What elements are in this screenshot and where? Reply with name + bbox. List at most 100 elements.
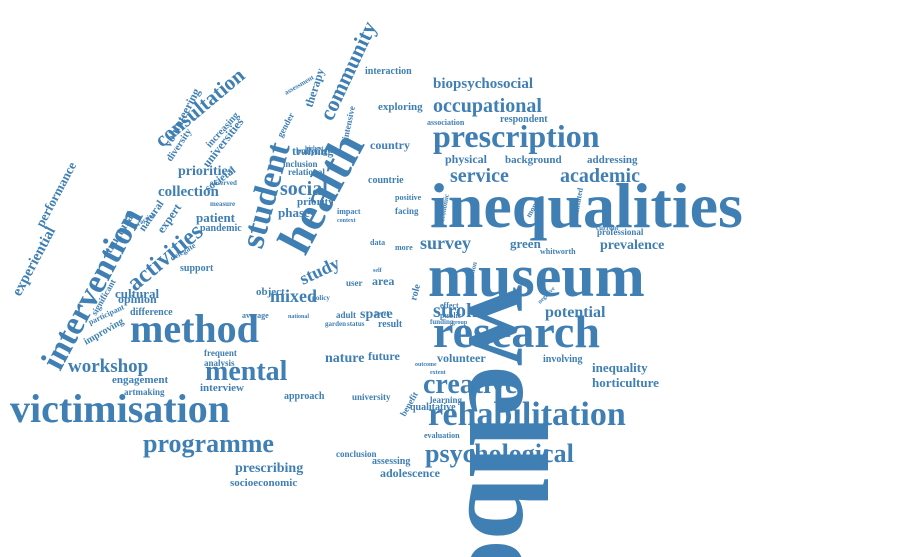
- word-area: area: [372, 274, 394, 288]
- word-current: current: [596, 224, 619, 232]
- word-nature: nature: [325, 351, 364, 366]
- word-highest: highest: [305, 146, 323, 152]
- word-engagement: engagement: [112, 374, 169, 386]
- word-artmaking: artmaking: [124, 387, 165, 397]
- word-evaluation: evaluation: [424, 431, 460, 440]
- word-stroke: stroke: [433, 300, 486, 322]
- word-status: status: [347, 320, 365, 328]
- word-psychological: psychological: [425, 439, 574, 468]
- word-gender: gender: [275, 111, 296, 139]
- word-impact: impact: [337, 207, 361, 216]
- word-prevalence: prevalence: [600, 238, 664, 253]
- word-more: more: [395, 243, 413, 252]
- word-physical: physical: [445, 152, 488, 166]
- word-university: university: [352, 392, 391, 402]
- word-social: social: [280, 178, 328, 200]
- word-inclusion: inclusion: [283, 159, 318, 169]
- word-level: level: [375, 310, 389, 318]
- word-socioeconomic: socioeconomic: [230, 477, 297, 489]
- word-creative: creative: [423, 369, 517, 400]
- word-whitworth: whitworth: [540, 247, 576, 256]
- word-bullying: bullying: [296, 146, 328, 156]
- word-priority: priority: [297, 196, 334, 208]
- word-rehabilitation: rehabilitation: [428, 396, 626, 433]
- word-programme: programme: [143, 429, 274, 458]
- word-data: data: [370, 238, 385, 247]
- word-patient: patient: [196, 210, 236, 225]
- word-opinion: opinion: [118, 292, 157, 306]
- word-assessing: assessing: [372, 456, 410, 467]
- word-exploring: exploring: [378, 101, 423, 113]
- word-countrie: countrie: [368, 175, 404, 186]
- word-public: public: [440, 311, 462, 320]
- word-self: self: [373, 268, 383, 274]
- word-occupational: occupational: [433, 95, 542, 117]
- word-positive: positive: [395, 193, 422, 202]
- word-learning: learning: [430, 395, 463, 405]
- word-mental: mental: [205, 356, 288, 387]
- word-phase: phase: [278, 205, 310, 220]
- word-service: service: [450, 165, 509, 187]
- word-background: background: [505, 154, 562, 166]
- word-inequalities: inequalities: [430, 170, 743, 241]
- word-approach: approach: [284, 391, 325, 402]
- word-facing: facing: [395, 206, 419, 216]
- word-method: method: [130, 306, 259, 351]
- word-extent: extent: [430, 370, 446, 376]
- word-experiential: experiential: [9, 224, 59, 298]
- word-potential: potential: [545, 304, 606, 321]
- word-context: context: [337, 218, 356, 224]
- word-country: country: [370, 138, 410, 152]
- word-survey: survey: [420, 233, 471, 253]
- word-frequent: frequent: [204, 348, 237, 358]
- word-victimisation: victimisation: [10, 386, 230, 431]
- word-collection: collection: [158, 184, 219, 200]
- word-museum: museum: [428, 243, 645, 309]
- word-workshop: workshop: [68, 356, 148, 377]
- word-group: group: [452, 320, 468, 326]
- word-horticulture: horticulture: [592, 375, 659, 390]
- word-association: association: [427, 118, 465, 127]
- word-measure: measure: [210, 200, 235, 208]
- word-study: study: [296, 253, 343, 289]
- word-effect: effect: [440, 301, 459, 310]
- word-garden: garden: [325, 320, 346, 328]
- word-prescription: prescription: [433, 118, 600, 154]
- word-future: future: [368, 349, 400, 363]
- word-support: support: [180, 263, 214, 274]
- word-volunteer: volunteer: [437, 351, 486, 365]
- word-adult: adult: [336, 310, 356, 320]
- word-wellbeing: wellbeing: [445, 285, 569, 557]
- word-result: result: [378, 319, 403, 330]
- word-national: national: [288, 314, 309, 320]
- word-difference: difference: [130, 307, 173, 318]
- word-funding: funding: [430, 318, 454, 326]
- word-adolescence: adolescence: [380, 466, 441, 480]
- word-addressing: addressing: [587, 154, 638, 166]
- word-interview: interview: [200, 382, 244, 394]
- word-prescribing: prescribing: [235, 461, 303, 476]
- word-respondent: respondent: [500, 114, 548, 125]
- word-academic: academic: [560, 165, 640, 187]
- word-policy: policy: [312, 294, 330, 302]
- word-professional: professional: [597, 227, 644, 237]
- word-involving: involving: [543, 354, 582, 365]
- word-conclusion: conclusion: [336, 449, 377, 459]
- word-space: space: [360, 307, 393, 322]
- word-object: object: [256, 286, 285, 298]
- word-interaction: interaction: [365, 66, 412, 77]
- word-biopsychosocial: biopsychosocial: [433, 76, 533, 92]
- word-research: research: [433, 306, 600, 357]
- word-relational: relational: [288, 167, 325, 177]
- word-analysis: analysis: [204, 358, 235, 368]
- word-role: role: [408, 282, 423, 301]
- word-quantitative: quantitative: [473, 460, 515, 469]
- word-performance: performance: [32, 159, 79, 229]
- word-cultural: cultural: [115, 286, 159, 301]
- word-inequality: inequality: [592, 360, 648, 375]
- word-outcome: outcome: [415, 362, 437, 368]
- word-user: user: [346, 278, 363, 288]
- word-mixed: mixed: [270, 286, 317, 306]
